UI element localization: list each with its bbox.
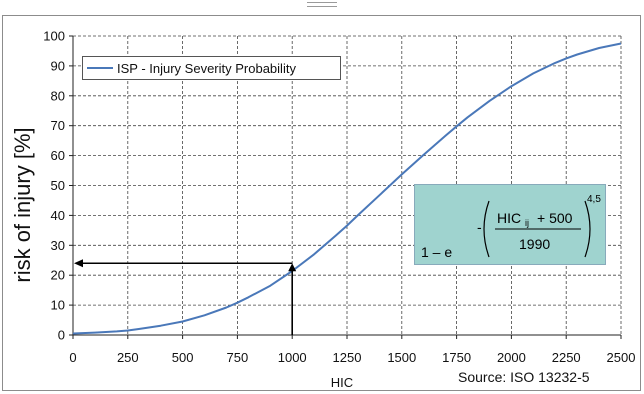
formula-subscript: ij [525,218,529,228]
x-tick-label: 750 [227,350,249,365]
formula-exponent: 4,5 [587,194,601,205]
series-line [72,42,622,335]
x-tick-label: 1250 [333,350,362,365]
y-tick-label: 60 [51,148,65,163]
y-tick-label: 40 [51,208,65,223]
arrow-up-head [288,263,297,272]
x-tick-label: 250 [117,350,139,365]
y-tick-label: 90 [51,58,65,73]
x-tick-label: 2250 [552,350,581,365]
x-tick-label: 500 [172,350,194,365]
paren-right [584,200,591,258]
y-tick-label: 70 [51,118,65,133]
x-tick-label: 1750 [442,350,471,365]
y-tick-label: 100 [43,29,65,44]
y-tick-label: 50 [51,178,65,193]
x-axis-title: HIC [331,375,353,390]
y-tick-label: 30 [51,238,65,253]
annotation-arrows [74,259,297,335]
x-tick-label: 2500 [607,350,636,365]
y-tick-label: 80 [51,88,65,103]
top-divider [307,2,337,7]
formula-numerator: HIC [497,210,521,226]
formula-numerator-tail: + 500 [537,210,573,226]
x-tick-label: 2000 [497,350,526,365]
formula-denominator: 1990 [519,236,550,252]
legend: ISP - Injury Severity Probability [82,56,341,80]
x-tick-label: 1500 [387,350,416,365]
y-axis-title: risk of injury [%] [10,127,35,282]
legend-label: ISP - Injury Severity Probability [117,60,296,76]
y-tick-label: 0 [58,328,65,343]
x-tick-label: 1000 [278,350,307,365]
grid [73,35,622,335]
legend-swatch [87,67,113,69]
x-tick-labels: 0 250 500 750 1000 1250 1500 1750 2000 2250 2500 [69,350,635,365]
y-tick-labels: 0 10 20 30 40 50 60 70 80 90 100 [43,29,65,343]
paren-left [483,200,490,258]
formula-sign: - [477,219,482,235]
axes [69,35,622,339]
x-tick-label: 0 [69,350,76,365]
formula-lead: 1 – e [421,244,452,260]
y-tick-label: 20 [51,268,65,283]
series [72,42,622,335]
y-tick-label: 10 [51,298,65,313]
source-note: Source: ISO 13232-5 [458,369,590,385]
formula-box: 1 – e - HIC ij + 500 1990 4,5 [414,184,606,265]
arrow-left-head [74,259,83,268]
formula: 1 – e - HIC ij + 500 1990 4,5 [421,194,601,260]
